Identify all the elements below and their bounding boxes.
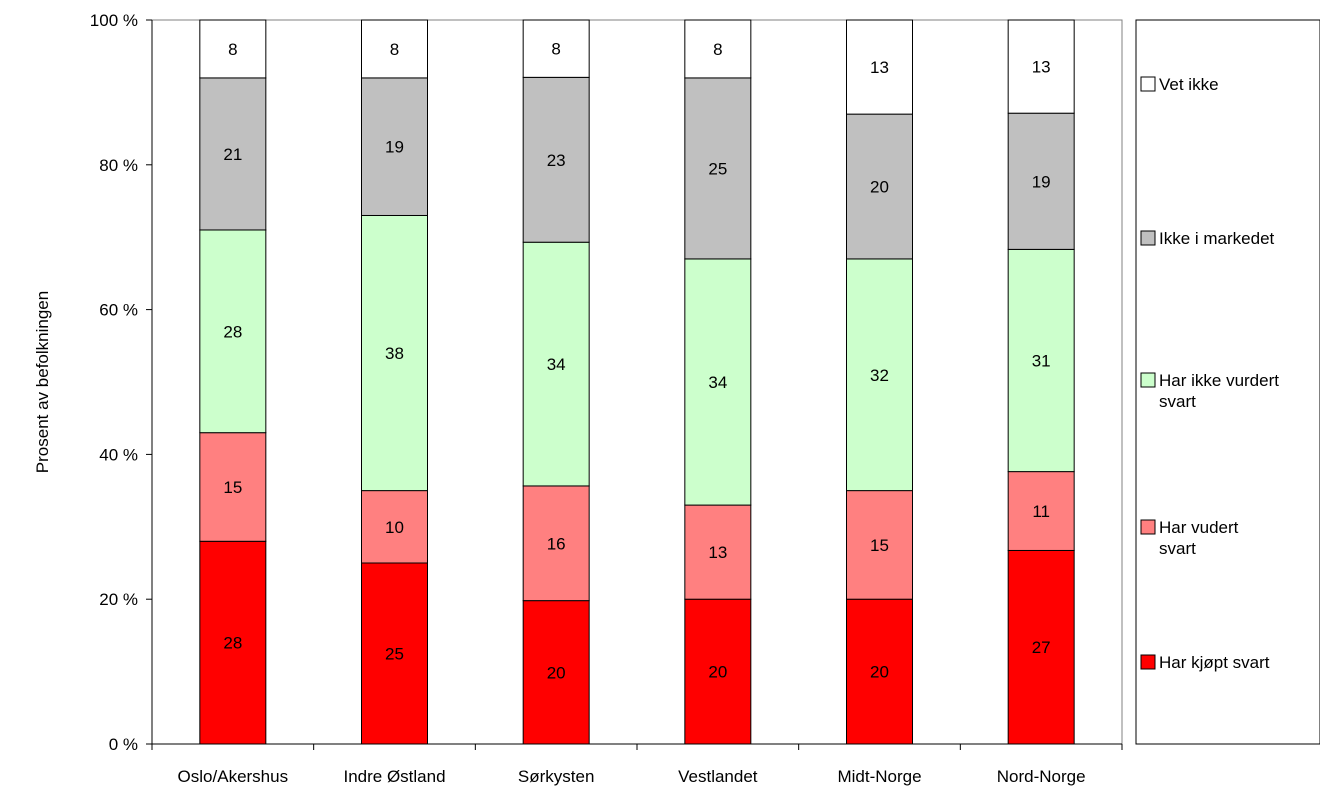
plot-frame [152,20,1122,744]
data-label: 16 [547,534,566,553]
y-tick-label: 0 % [109,735,138,754]
y-axis-label: Prosent av befolkningen [33,291,52,473]
plot-area: 28 15 28 21 8 25 10 38 19 8 20 16 34 23 8 20 13 34 25 8 20 15… [152,20,1122,744]
data-label: 10 [385,518,404,537]
data-label: 34 [547,355,566,374]
y-tick-label: 40 % [99,445,138,464]
y-tick-label: 20 % [99,590,138,609]
data-label: 32 [870,366,889,385]
data-label: 27 [1032,638,1051,657]
data-label: 15 [223,478,242,497]
y-tick-label: 80 % [99,156,138,175]
data-label: 34 [708,373,727,392]
y-tick-label: 60 % [99,301,138,320]
data-label: 20 [708,663,727,682]
data-label: 25 [385,645,404,664]
data-label: 8 [228,40,237,59]
data-label: 25 [708,159,727,178]
data-label: 20 [547,663,566,682]
x-tick-label: Vestlandet [678,767,758,786]
legend-swatch-har-vudert-svart [1141,520,1155,534]
legend-swatch-har-kjopt-svart [1141,655,1155,669]
x-tick-label: Oslo/Akershus [178,767,289,786]
data-label: 15 [870,536,889,555]
legend-swatch-vet-ikke [1141,77,1155,91]
data-label: 8 [713,40,722,59]
legend-swatch-har-ikke-vurdert-svart [1141,373,1155,387]
data-label: 31 [1032,351,1051,370]
y-tick-label: 100 % [90,11,138,30]
data-label: 20 [870,178,889,197]
data-label: 23 [547,151,566,170]
x-tick-label: Nord-Norge [997,767,1086,786]
data-label: 38 [385,344,404,363]
x-tick-label: Midt-Norge [837,767,921,786]
legend-label-har-kjopt-svart: Har kjøpt svart [1159,653,1270,672]
data-label: 21 [223,145,242,164]
legend-label-vet-ikke: Vet ikke [1159,75,1219,94]
data-label: 20 [870,663,889,682]
data-label: 19 [1032,172,1051,191]
legend-swatch-ikke-i-markedet [1141,231,1155,245]
data-label: 28 [223,322,242,341]
data-label: 19 [385,138,404,157]
x-tick-label: Indre Østland [343,767,445,786]
data-label: 8 [551,40,560,59]
data-label: 11 [1032,502,1050,521]
legend-label-ikke-i-markedet: Ikke i markedet [1159,229,1275,248]
data-label: 13 [708,543,727,562]
x-tick-label: Sørkysten [518,767,595,786]
data-label: 13 [870,58,889,77]
data-label: 28 [223,634,242,653]
data-label: 13 [1032,58,1051,77]
data-label: 8 [390,40,399,59]
